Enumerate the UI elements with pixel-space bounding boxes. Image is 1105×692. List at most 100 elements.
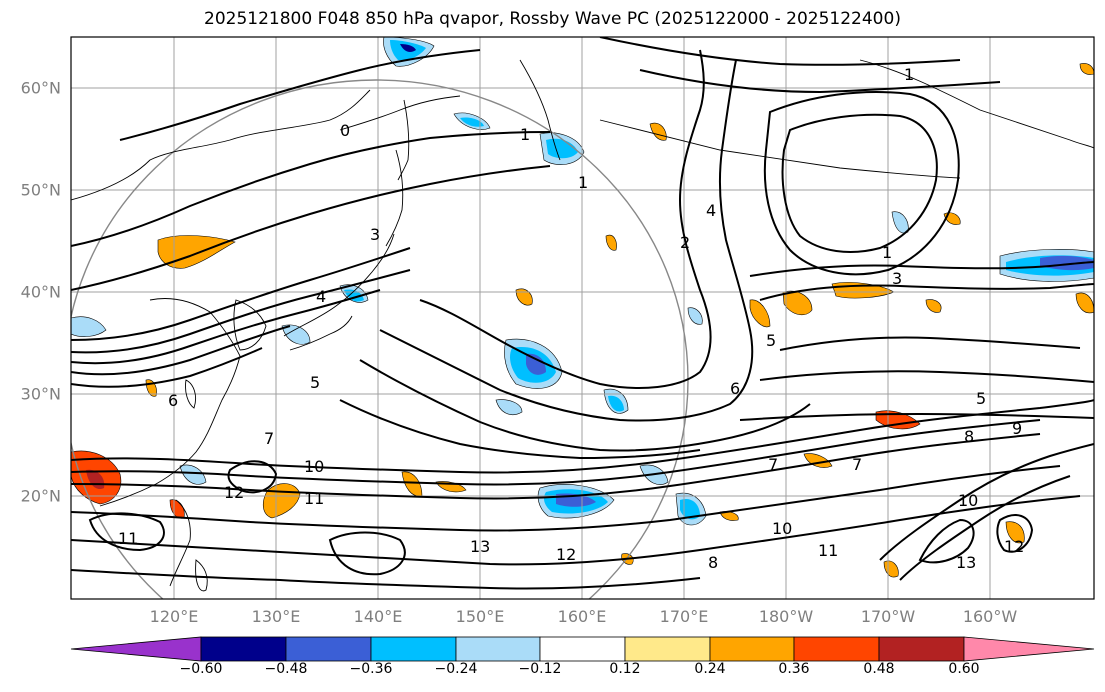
positive-blob (883, 560, 899, 578)
contour-line (71, 269, 411, 354)
contour-lines (71, 37, 1094, 590)
negative-light-blob (495, 399, 523, 415)
positive-blob (925, 299, 942, 313)
latitude-label-20n: 20°N (20, 486, 61, 506)
colorbar-extend-high (963, 636, 1095, 662)
strong-positive-blob (169, 499, 185, 519)
colorbar-segment (793, 636, 880, 662)
positive-blob (401, 471, 423, 497)
contour-label: 12 (224, 483, 244, 502)
contour-line (359, 359, 811, 452)
alaska-coastline (859, 59, 1094, 149)
colorbar-tick-label: 0.48 (863, 661, 895, 677)
contour-label-group: 0 1 1 1 1 2 3 3 4 4 5 5 5 6 6 7 7 7 8 8 … (118, 65, 1024, 572)
positive-blob (262, 483, 301, 519)
contour-line (379, 59, 754, 422)
longitude-label-170e: 170°E (659, 607, 709, 626)
contour-label: 10 (958, 491, 978, 510)
sakhalin-coastline (397, 99, 410, 181)
contour-label: 12 (1004, 537, 1024, 556)
taiwan-coastline (185, 379, 197, 409)
negative-mid-blob (344, 289, 364, 302)
contour-line (763, 91, 960, 276)
colorbar-tick-label: −0.24 (434, 661, 478, 677)
positive-blob (749, 299, 771, 328)
contour-label: 12 (556, 545, 576, 564)
contour-label: 6 (168, 391, 178, 410)
contour-line (639, 69, 1001, 94)
contour-line (71, 325, 291, 376)
philippines-coastline (169, 499, 191, 587)
positive-blob (605, 234, 617, 251)
contour-label: 6 (730, 379, 740, 398)
longitude-label-140e: 140°E (353, 607, 403, 626)
contour-line (918, 518, 975, 564)
negative-strong-blob (526, 353, 546, 375)
positive-anomaly-regions (145, 63, 1094, 578)
contour-label: 3 (370, 225, 380, 244)
latitude-label-50n: 50°N (20, 180, 61, 200)
contour-label: 1 (520, 125, 530, 144)
map-frame (70, 36, 1095, 600)
positive-blob (782, 290, 813, 316)
contour-line (899, 475, 1071, 581)
colorbar-segment (285, 636, 372, 662)
contour-label: 2 (680, 233, 690, 252)
colorbar-segment (539, 636, 626, 662)
japan-coastline (289, 315, 353, 351)
contour-line (739, 412, 1094, 421)
longitude-label-150e: 150°E (455, 607, 505, 626)
colorbar-tick-label: −0.48 (264, 661, 308, 677)
contour-label: 1 (904, 65, 914, 84)
positive-blob (649, 122, 667, 141)
contour-line (759, 370, 1094, 383)
contour-line (71, 399, 1094, 474)
negative-strong-regions (526, 255, 1094, 507)
colorbar-tick-label: −0.12 (518, 661, 562, 677)
okhotsk-coastline (339, 95, 461, 131)
anomaly-shading (71, 37, 1094, 578)
philippines-coastline (195, 559, 208, 592)
longitude-label-170w: 170°W (860, 607, 916, 626)
negative-core (400, 44, 416, 52)
contour-line (779, 336, 1081, 351)
contour-line (119, 49, 481, 141)
positive-blob (515, 288, 533, 306)
korea-coastline (233, 299, 267, 351)
contour-label: 11 (818, 541, 838, 560)
colorbar-segment (370, 636, 457, 662)
positive-blob (1079, 63, 1094, 75)
asia-coastline (99, 298, 241, 507)
map-title: 2025121800 F048 850 hPa qvapor, Rossby W… (204, 9, 901, 29)
contour-label: 8 (708, 553, 718, 572)
negative-mid-regions (344, 40, 1094, 520)
colorbar-extend-low (70, 636, 202, 662)
contour-label: 7 (264, 429, 274, 448)
negative-light-blob (891, 211, 909, 234)
contour-line (71, 465, 1061, 532)
negative-mid-blob (608, 395, 624, 412)
contour-label: 4 (316, 287, 326, 306)
contour-line (749, 261, 1094, 277)
negative-light-blob (687, 307, 703, 325)
contour-line (328, 531, 406, 576)
colorbar-segment (709, 636, 795, 662)
contour-line (71, 247, 411, 341)
contour-label: 3 (892, 269, 902, 288)
contour-label: 10 (304, 457, 324, 476)
contour-line (599, 37, 961, 66)
contour-line (71, 289, 381, 365)
japan-coastline (385, 149, 404, 247)
contour-line (71, 419, 1041, 486)
colorbar-tick-label: −0.36 (349, 661, 393, 677)
contour-line (227, 460, 278, 494)
latitude-label-40n: 40°N (20, 282, 61, 302)
contour-label: 5 (766, 331, 776, 350)
negative-mid-blob (680, 498, 700, 520)
longitude-label-180w: 180°W (758, 607, 814, 626)
contour-label: 9 (1012, 419, 1022, 438)
contour-line (996, 514, 1034, 553)
contour-line (339, 399, 701, 460)
colorbar (70, 636, 1095, 662)
contour-line (71, 347, 263, 388)
